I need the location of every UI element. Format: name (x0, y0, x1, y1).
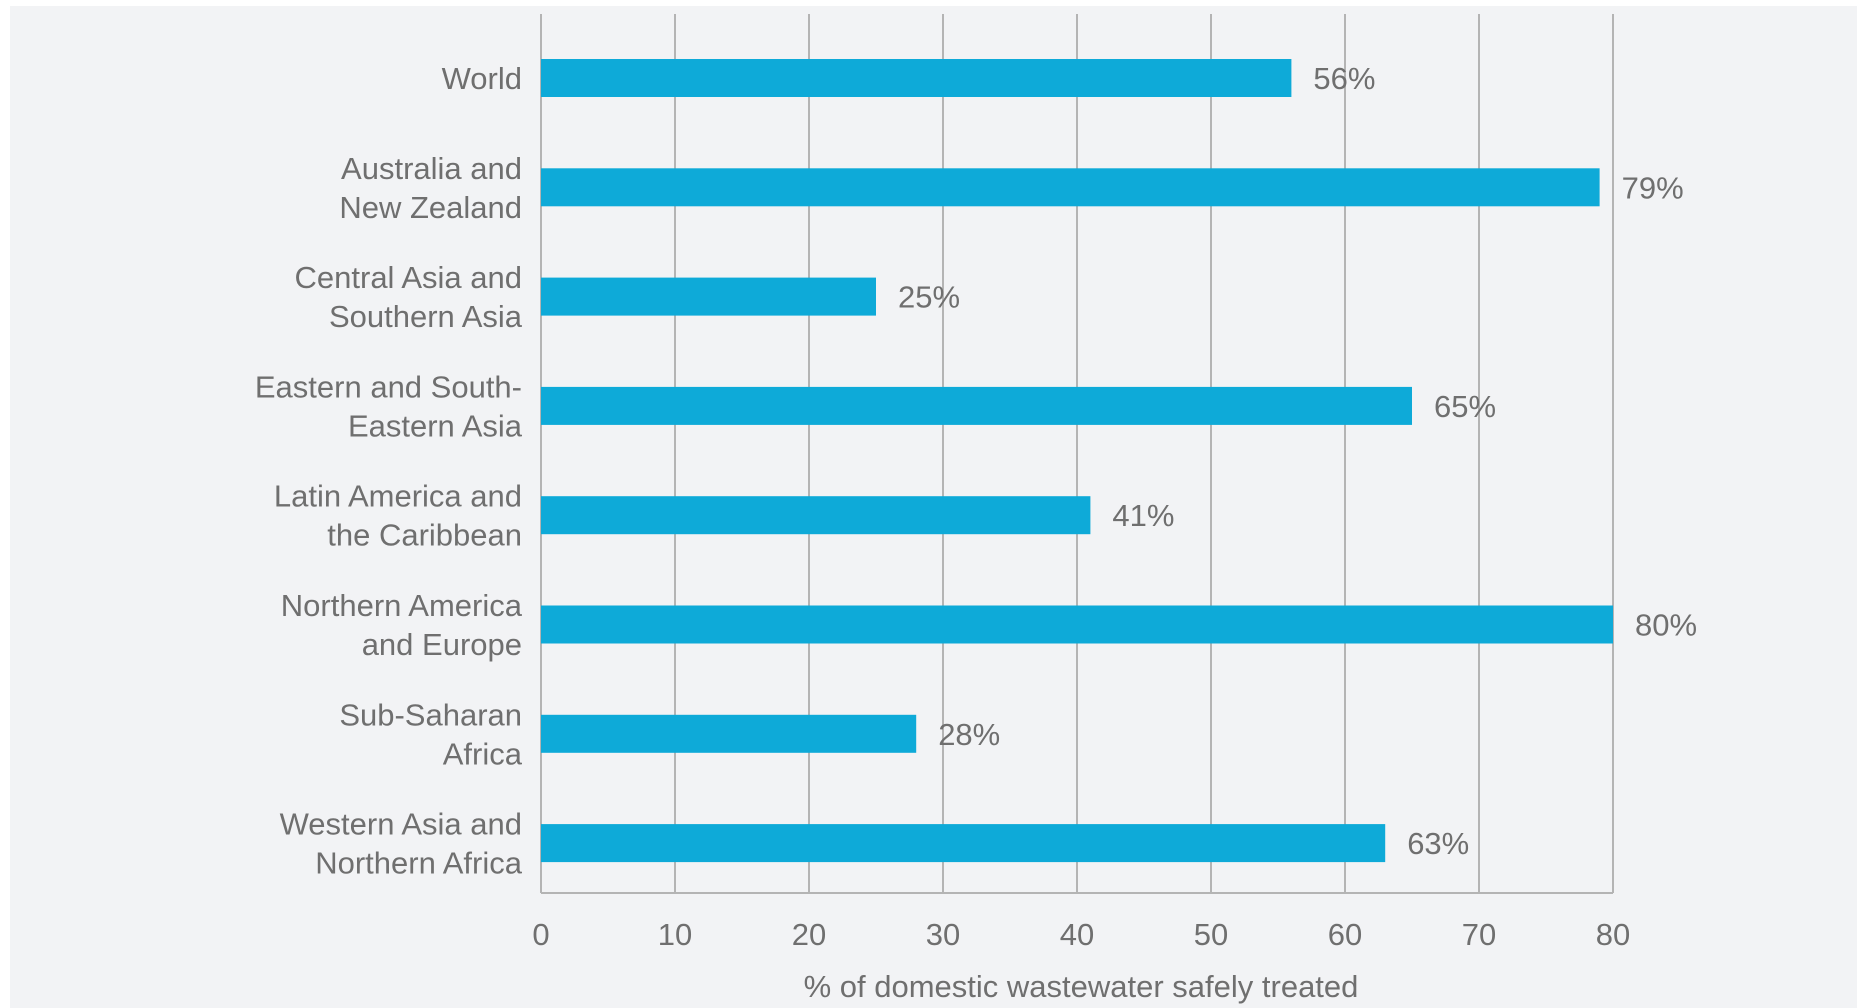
x-tick-label-20: 20 (792, 917, 826, 952)
bar-2 (541, 277, 876, 316)
category-label-line: Eastern Asia (348, 408, 523, 443)
value-label-0: 56% (1313, 61, 1375, 96)
category-labels: World Australia and New Zealand Central Asi… (255, 61, 523, 881)
x-tick-label-80: 80 (1596, 917, 1630, 952)
category-label-line: the Caribbean (327, 518, 522, 553)
category-label-line: Western Asia and (280, 807, 522, 842)
category-label-line: Eastern and South- (255, 369, 522, 404)
category-label-line: New Zealand (339, 190, 522, 225)
bar-5 (541, 605, 1613, 644)
value-label-6: 28% (938, 717, 1000, 752)
value-labels: 56% 79% 25% 65% 41% 80% 28% 63% (898, 61, 1697, 861)
category-label-1: Australia and New Zealand (339, 151, 522, 225)
x-axis-title: % of domestic wastewater safely treated (804, 969, 1359, 1004)
bar-6 (541, 714, 917, 753)
category-label-line: Northern Africa (315, 846, 523, 881)
category-label-line: World (442, 61, 522, 96)
value-label-7: 63% (1407, 826, 1469, 861)
x-tick-label-60: 60 (1328, 917, 1362, 952)
category-label-6: Sub-Saharan Africa (339, 697, 522, 771)
category-label-line: Australia and (341, 151, 522, 186)
bar-7 (541, 824, 1386, 863)
category-label-line: Sub-Saharan (339, 697, 522, 732)
category-label-line: Latin America and (274, 479, 522, 514)
bar-3 (541, 386, 1412, 425)
category-label-line: Central Asia and (295, 260, 522, 295)
category-label-line: Africa (443, 736, 523, 771)
category-label-0: World (442, 61, 522, 96)
x-tick-label-40: 40 (1060, 917, 1094, 952)
category-label-5: Northern America and Europe (281, 588, 523, 662)
gridlines (540, 14, 1614, 894)
x-tick-label-0: 0 (532, 917, 549, 952)
category-label-line: Southern Asia (329, 299, 523, 334)
category-label-2: Central Asia and Southern Asia (295, 260, 523, 334)
x-tick-label-70: 70 (1462, 917, 1496, 952)
bar-1 (541, 168, 1600, 207)
category-label-line: and Europe (362, 627, 522, 662)
bar-0 (541, 59, 1292, 97)
category-label-4: Latin America and the Caribbean (274, 479, 522, 553)
x-tick-label-10: 10 (658, 917, 692, 952)
x-tick-label-50: 50 (1194, 917, 1228, 952)
value-label-3: 65% (1434, 389, 1496, 424)
category-label-7: Western Asia and Northern Africa (280, 807, 523, 881)
x-tick-labels: 0 10 20 30 40 50 60 70 80 (532, 917, 1630, 952)
bars (541, 59, 1613, 863)
value-label-5: 80% (1635, 608, 1697, 643)
category-label-line: Northern America (281, 588, 523, 623)
value-label-1: 79% (1622, 170, 1684, 205)
category-label-3: Eastern and South- Eastern Asia (255, 369, 523, 443)
x-tick-label-30: 30 (926, 917, 960, 952)
bar-4 (541, 496, 1091, 535)
value-label-2: 25% (898, 280, 960, 315)
value-label-4: 41% (1112, 498, 1174, 533)
